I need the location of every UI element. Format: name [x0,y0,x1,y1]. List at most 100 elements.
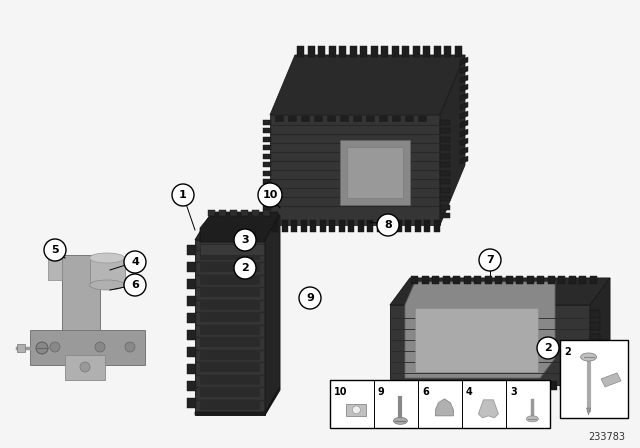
Polygon shape [440,163,450,168]
Polygon shape [440,188,450,193]
Polygon shape [445,381,451,390]
Polygon shape [263,146,271,151]
Polygon shape [339,220,344,232]
Polygon shape [301,220,307,232]
Polygon shape [460,93,468,101]
Polygon shape [263,197,271,202]
Polygon shape [340,115,349,122]
Polygon shape [392,46,399,57]
Bar [560,340,628,418]
Polygon shape [460,111,468,119]
Polygon shape [376,220,383,232]
Polygon shape [200,276,260,285]
Polygon shape [550,381,557,390]
Polygon shape [282,220,287,232]
Circle shape [50,342,60,352]
Polygon shape [435,399,453,416]
Polygon shape [270,55,465,115]
Polygon shape [479,400,499,418]
Circle shape [124,274,146,296]
Polygon shape [440,146,450,151]
Polygon shape [422,276,429,284]
Polygon shape [187,279,196,289]
Polygon shape [187,296,196,306]
Polygon shape [319,220,326,232]
Polygon shape [423,46,430,57]
Polygon shape [539,381,546,390]
Polygon shape [484,276,492,284]
Polygon shape [402,46,409,57]
Polygon shape [460,138,468,146]
Polygon shape [444,46,451,57]
Polygon shape [590,334,600,342]
Polygon shape [411,276,418,284]
Polygon shape [506,276,513,284]
Polygon shape [440,205,450,210]
Text: 2: 2 [241,263,249,273]
Text: 3: 3 [510,387,516,397]
Polygon shape [187,398,196,408]
Polygon shape [195,215,280,240]
Polygon shape [570,381,577,390]
Polygon shape [187,262,196,272]
Polygon shape [508,381,515,390]
Polygon shape [297,46,304,57]
Polygon shape [424,381,431,390]
Circle shape [234,229,256,251]
Polygon shape [460,102,468,110]
Polygon shape [366,115,375,122]
Polygon shape [62,255,100,355]
Polygon shape [590,370,600,378]
Text: 233783: 233783 [588,432,625,442]
Polygon shape [200,388,260,397]
Circle shape [80,362,90,372]
Polygon shape [200,401,260,410]
Circle shape [36,342,48,354]
Polygon shape [381,46,388,57]
Polygon shape [230,210,237,216]
Text: 8: 8 [384,220,392,230]
Bar [330,380,550,428]
Text: 4: 4 [131,257,139,267]
Polygon shape [200,289,260,297]
Polygon shape [547,276,554,284]
Polygon shape [474,276,481,284]
Ellipse shape [90,253,125,263]
Polygon shape [403,381,410,390]
Text: 5: 5 [51,245,59,255]
Polygon shape [586,408,591,415]
Polygon shape [460,57,468,65]
Polygon shape [590,310,600,318]
Polygon shape [275,115,284,122]
Text: 6: 6 [131,280,139,290]
Polygon shape [339,46,346,57]
Text: 2: 2 [544,343,552,353]
Polygon shape [465,381,472,390]
Ellipse shape [90,280,125,290]
Polygon shape [390,278,610,305]
Polygon shape [195,387,280,415]
Polygon shape [367,220,373,232]
Polygon shape [263,188,271,193]
Text: 9: 9 [306,293,314,303]
Polygon shape [270,115,440,225]
Polygon shape [386,220,392,232]
Text: 1: 1 [179,190,187,200]
Polygon shape [200,339,260,348]
Polygon shape [200,244,264,255]
Polygon shape [200,351,260,360]
Polygon shape [460,84,468,92]
Ellipse shape [580,353,596,361]
Polygon shape [90,258,125,285]
Polygon shape [263,180,271,185]
Polygon shape [187,347,196,357]
Polygon shape [241,210,248,216]
Text: 7: 7 [486,255,494,265]
Polygon shape [476,381,483,390]
Circle shape [172,184,194,206]
Polygon shape [440,180,450,185]
Polygon shape [589,276,596,284]
Polygon shape [200,326,260,335]
Polygon shape [442,276,449,284]
Circle shape [353,406,360,414]
